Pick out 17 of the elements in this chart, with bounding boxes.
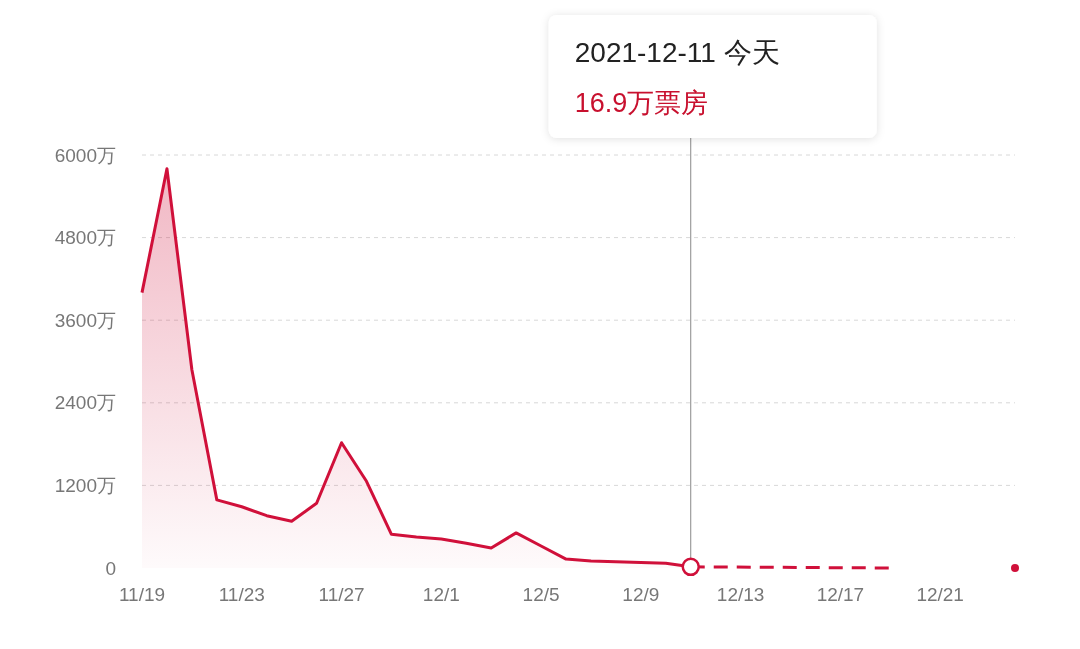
y-tick-label: 0	[105, 557, 116, 579]
x-tick-label: 12/1	[422, 584, 460, 605]
x-tick-label: 12/5	[522, 584, 560, 605]
x-tick-label: 12/17	[816, 584, 865, 605]
x-tick-label: 11/19	[118, 584, 166, 605]
x-tick-label: 11/23	[218, 584, 265, 605]
x-tick-label: 12/9	[622, 584, 660, 605]
y-tick-label: 6000万	[54, 144, 116, 166]
text: 2021-12-11 今天	[574, 37, 780, 68]
x-tick-label: 12/21	[916, 584, 964, 605]
x-tick-label: 11/27	[318, 584, 365, 605]
x-tick-label: 12/13	[716, 584, 765, 605]
y-tick-label: 2400万	[54, 392, 116, 414]
text: 16.9万票房	[574, 88, 709, 118]
y-tick-label: 1200万	[54, 475, 116, 497]
y-tick-label: 3600万	[54, 309, 116, 331]
y-tick-label: 4800万	[54, 227, 116, 249]
